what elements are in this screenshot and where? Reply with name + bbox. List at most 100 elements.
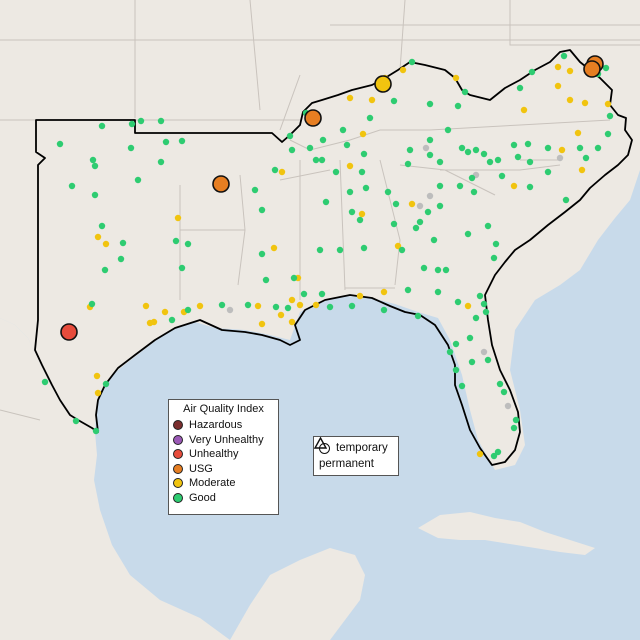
moderate-monitor-dot[interactable] [270,244,278,252]
good-monitor-dot[interactable] [606,112,614,120]
moderate-monitor-dot[interactable] [277,311,285,319]
moderate-monitor-dot[interactable] [574,129,582,137]
moderate-monitor-dot[interactable] [258,320,266,328]
moderate-monitor-dot[interactable] [394,242,402,250]
good-monitor-dot[interactable] [119,239,127,247]
moderate-monitor-dot[interactable] [254,302,262,310]
good-monitor-dot[interactable] [398,246,406,254]
good-monitor-dot[interactable] [318,290,326,298]
good-monitor-dot[interactable] [343,141,351,149]
good-monitor-dot[interactable] [464,230,472,238]
good-monitor-dot[interactable] [88,300,96,308]
moderate-monitor-dot[interactable] [520,106,528,114]
good-monitor-dot[interactable] [444,126,452,134]
good-monitor-dot[interactable] [510,424,518,432]
good-monitor-dot[interactable] [184,306,192,314]
good-monitor-dot[interactable] [436,182,444,190]
moderate-monitor-dot[interactable] [380,288,388,296]
moderate-monitor-dot[interactable] [278,168,286,176]
good-monitor-dot[interactable] [470,188,478,196]
moderate-monitor-dot[interactable] [346,94,354,102]
good-monitor-dot[interactable] [426,136,434,144]
moderate-monitor-dot[interactable] [566,96,574,104]
good-monitor-dot[interactable] [336,246,344,254]
good-monitor-dot[interactable] [414,312,422,320]
good-monitor-dot[interactable] [494,448,502,456]
moderate-monitor-dot[interactable] [296,301,304,309]
moderate-monitor-dot[interactable] [312,301,320,309]
good-monitor-dot[interactable] [98,122,106,130]
good-monitor-dot[interactable] [436,202,444,210]
moderate-monitor-dot[interactable] [408,200,416,208]
good-monitor-dot[interactable] [356,216,364,224]
good-monitor-dot[interactable] [420,264,428,272]
good-monitor-dot[interactable] [461,88,469,96]
good-monitor-dot[interactable] [464,148,472,156]
good-monitor-dot[interactable] [476,292,484,300]
good-monitor-dot[interactable] [446,348,454,356]
moderate-monitor-dot[interactable] [93,372,101,380]
moderate-monitor-dot[interactable] [142,302,150,310]
unhealthy-monitor-marker[interactable] [60,323,78,341]
good-monitor-dot[interactable] [384,188,392,196]
good-monitor-dot[interactable] [322,198,330,206]
good-monitor-dot[interactable] [137,117,145,125]
good-monitor-dot[interactable] [510,141,518,149]
good-monitor-dot[interactable] [472,314,480,322]
good-monitor-dot[interactable] [362,184,370,192]
good-monitor-dot[interactable] [490,452,498,460]
good-monitor-dot[interactable] [468,174,476,182]
good-monitor-dot[interactable] [526,183,534,191]
good-monitor-dot[interactable] [562,196,570,204]
good-monitor-dot[interactable] [358,168,366,176]
good-monitor-dot[interactable] [128,120,136,128]
moderate-monitor-dot[interactable] [604,100,612,108]
good-monitor-dot[interactable] [452,340,460,348]
good-monitor-dot[interactable] [582,154,590,162]
no-data-monitor-dot[interactable] [226,306,234,314]
good-monitor-dot[interactable] [512,416,520,424]
good-monitor-dot[interactable] [271,166,279,174]
good-monitor-dot[interactable] [426,151,434,159]
good-monitor-dot[interactable] [484,222,492,230]
good-monitor-dot[interactable] [390,220,398,228]
good-monitor-dot[interactable] [404,160,412,168]
good-monitor-dot[interactable] [288,146,296,154]
good-monitor-dot[interactable] [284,304,292,312]
good-monitor-dot[interactable] [498,172,506,180]
good-monitor-dot[interactable] [406,146,414,154]
good-monitor-dot[interactable] [494,156,502,164]
usg-monitor-marker[interactable] [304,109,322,127]
good-monitor-dot[interactable] [576,144,584,152]
good-monitor-dot[interactable] [244,301,252,309]
moderate-monitor-dot[interactable] [102,240,110,248]
good-monitor-dot[interactable] [360,150,368,158]
good-monitor-dot[interactable] [326,303,334,311]
good-monitor-dot[interactable] [604,130,612,138]
good-monitor-dot[interactable] [500,388,508,396]
good-monitor-dot[interactable] [101,266,109,274]
good-monitor-dot[interactable] [127,144,135,152]
good-monitor-dot[interactable] [424,208,432,216]
good-monitor-dot[interactable] [480,300,488,308]
good-monitor-dot[interactable] [272,303,280,311]
good-monitor-dot[interactable] [319,136,327,144]
good-monitor-dot[interactable] [286,132,294,140]
good-monitor-dot[interactable] [526,158,534,166]
usg-monitor-marker[interactable] [212,175,230,193]
moderate-monitor-dot[interactable] [356,292,364,300]
good-monitor-dot[interactable] [258,206,266,214]
good-monitor-dot[interactable] [316,246,324,254]
good-monitor-dot[interactable] [560,52,568,60]
moderate-monitor-dot[interactable] [288,318,296,326]
good-monitor-dot[interactable] [496,380,504,388]
good-monitor-dot[interactable] [318,156,326,164]
moderate-monitor-marker[interactable] [374,75,392,93]
good-monitor-dot[interactable] [442,266,450,274]
moderate-monitor-dot[interactable] [399,66,407,74]
good-monitor-dot[interactable] [339,126,347,134]
moderate-monitor-dot[interactable] [94,389,102,397]
good-monitor-dot[interactable] [454,298,462,306]
good-monitor-dot[interactable] [390,97,398,105]
good-monitor-dot[interactable] [434,266,442,274]
